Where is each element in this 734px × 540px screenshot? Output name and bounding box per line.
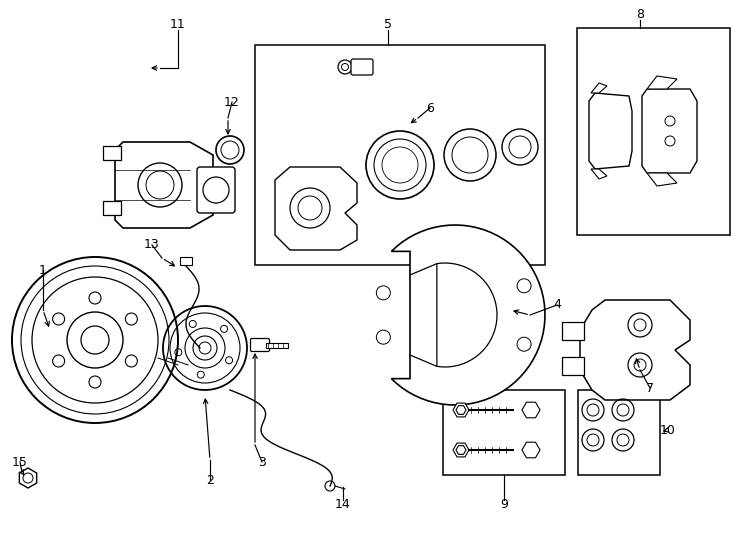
Text: 1: 1 [39,264,47,276]
Bar [180,257,192,265]
Polygon shape [591,169,607,179]
Bar [562,322,584,340]
FancyBboxPatch shape [197,167,235,213]
Text: 10: 10 [660,423,676,436]
Text: 7: 7 [646,381,654,395]
Text: 3: 3 [258,456,266,469]
FancyBboxPatch shape [351,59,373,75]
Text: 11: 11 [170,18,186,31]
Text: 5: 5 [384,18,392,31]
Bar [103,146,121,160]
Bar [255,45,545,265]
Polygon shape [647,76,677,89]
Text: 2: 2 [206,474,214,487]
Text: 6: 6 [426,102,434,114]
Bar [562,357,584,375]
Bar [103,201,121,215]
Text: 8: 8 [636,9,644,22]
Polygon shape [275,167,357,250]
Polygon shape [647,173,677,186]
Bar [578,390,660,475]
FancyBboxPatch shape [250,339,269,352]
Polygon shape [591,83,607,93]
Bar [443,390,565,475]
Polygon shape [580,300,690,400]
Polygon shape [391,225,545,405]
Text: 4: 4 [553,299,561,312]
Text: 13: 13 [144,239,160,252]
Polygon shape [642,89,697,173]
Polygon shape [115,142,213,228]
Text: 12: 12 [224,96,240,109]
Text: 14: 14 [335,498,351,511]
Text: 9: 9 [500,498,508,511]
Polygon shape [589,93,632,169]
Text: 15: 15 [12,456,28,469]
Bar [266,342,288,348]
Bar [577,28,730,235]
